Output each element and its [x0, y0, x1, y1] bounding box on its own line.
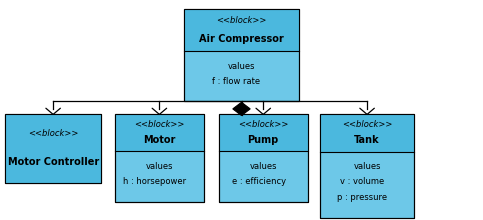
- Text: Motor: Motor: [143, 135, 176, 145]
- Bar: [184, 9, 299, 101]
- Bar: [320, 114, 414, 218]
- Text: <<block>>: <<block>>: [216, 16, 267, 25]
- Bar: [184, 9, 299, 51]
- Text: v : volume: v : volume: [340, 177, 384, 186]
- Bar: [219, 114, 308, 202]
- Text: <<block>>: <<block>>: [28, 129, 78, 138]
- Text: Air Compressor: Air Compressor: [199, 34, 284, 44]
- Polygon shape: [233, 102, 250, 116]
- Text: values: values: [250, 162, 277, 171]
- Text: e : efficiency: e : efficiency: [232, 178, 286, 187]
- Text: values: values: [146, 162, 173, 171]
- Text: h : horsepower: h : horsepower: [123, 178, 186, 187]
- Bar: [320, 114, 414, 218]
- Text: f : flow rate: f : flow rate: [212, 77, 260, 86]
- Text: p : pressure: p : pressure: [337, 193, 387, 202]
- Text: Motor Controller: Motor Controller: [8, 157, 99, 167]
- Bar: [5, 114, 101, 183]
- Bar: [184, 9, 299, 101]
- Bar: [115, 114, 204, 202]
- Bar: [5, 114, 101, 183]
- Text: <<block>>: <<block>>: [342, 120, 392, 129]
- Text: values: values: [228, 62, 255, 71]
- Bar: [219, 114, 308, 151]
- Text: <<block>>: <<block>>: [238, 120, 288, 129]
- Bar: [320, 114, 414, 152]
- Bar: [115, 114, 204, 151]
- Text: Tank: Tank: [354, 136, 380, 145]
- Text: Pump: Pump: [248, 135, 279, 145]
- Bar: [219, 114, 308, 202]
- Bar: [5, 114, 101, 183]
- Text: <<block>>: <<block>>: [134, 120, 185, 129]
- Text: values: values: [354, 162, 381, 171]
- Bar: [115, 114, 204, 202]
